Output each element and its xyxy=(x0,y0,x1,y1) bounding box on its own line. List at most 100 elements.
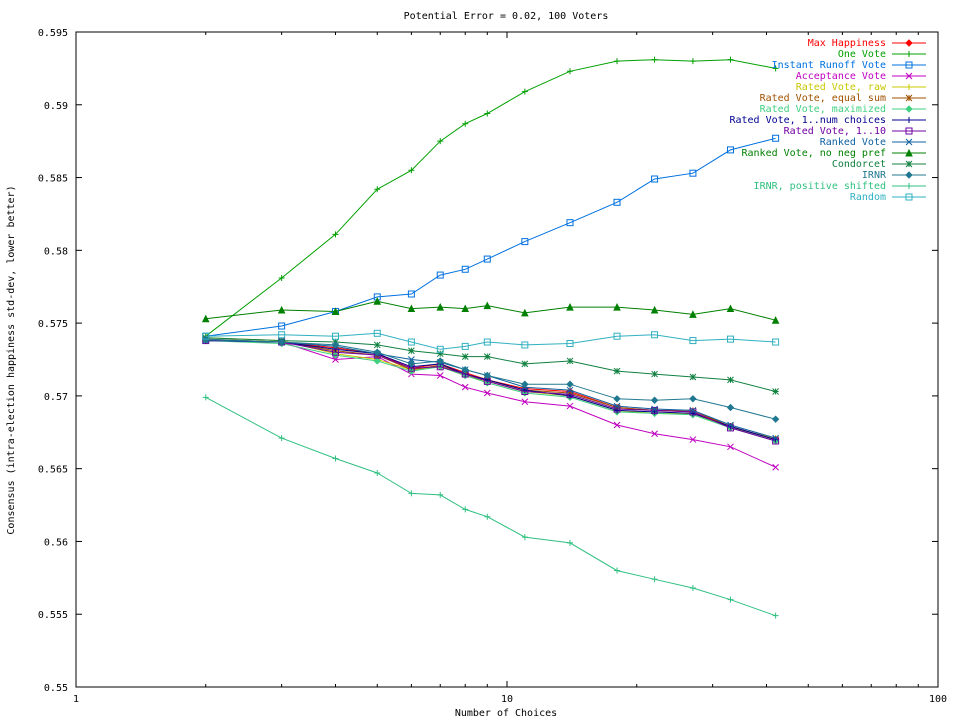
data-point xyxy=(461,353,469,360)
data-point xyxy=(436,302,445,311)
data-point xyxy=(202,332,210,340)
data-point xyxy=(566,302,574,311)
data-point xyxy=(408,167,415,174)
legend-item: IRNR, positive shifted xyxy=(754,181,926,192)
data-point xyxy=(278,274,285,281)
legend-marker xyxy=(905,39,913,47)
series-irnr-positive-shifted xyxy=(202,394,779,619)
legend-label: Max Happiness xyxy=(808,38,886,49)
data-point xyxy=(689,58,696,65)
data-point xyxy=(483,255,491,263)
x-tick-label: 1 xyxy=(73,694,79,705)
legend-item: IRNR xyxy=(862,170,926,181)
x-tick-label: 10 xyxy=(501,694,513,705)
series-rated-vote-1-num-choices xyxy=(202,337,779,443)
data-point xyxy=(483,389,491,397)
data-point xyxy=(331,332,339,340)
data-point xyxy=(772,388,779,395)
legend-item: Max Happiness xyxy=(808,38,926,49)
data-point xyxy=(650,396,659,404)
data-point xyxy=(408,490,415,497)
data-point xyxy=(462,506,469,513)
series-irnr xyxy=(202,335,780,423)
y-tick-label: 0.555 xyxy=(38,610,68,621)
data-point xyxy=(331,341,340,349)
legend-marker xyxy=(905,94,913,102)
data-point xyxy=(278,435,285,442)
data-point xyxy=(521,88,528,95)
series-ranked-vote xyxy=(202,337,779,442)
data-point xyxy=(614,567,621,574)
y-tick-label: 0.55 xyxy=(44,683,68,694)
legend-item: Condorcet xyxy=(832,159,926,170)
data-point xyxy=(277,305,286,314)
legend-label: IRNR, positive shifted xyxy=(754,181,886,192)
data-point xyxy=(521,534,528,541)
legend-item: Rated Vote, raw xyxy=(796,82,926,93)
legend-marker xyxy=(905,171,913,179)
data-point xyxy=(689,407,697,414)
x-axis-label: Number of Choices xyxy=(455,708,557,719)
series-random xyxy=(202,329,780,353)
data-point xyxy=(726,335,734,343)
legend-label: Rated Vote, maximized xyxy=(760,104,886,115)
data-point xyxy=(331,348,339,356)
series-rated-vote-1-10 xyxy=(202,337,780,445)
data-point xyxy=(373,357,381,365)
data-point xyxy=(521,238,529,246)
data-point xyxy=(278,331,286,339)
legend-item: One Vote xyxy=(838,49,926,60)
data-point xyxy=(689,373,697,381)
series-max-happiness xyxy=(202,336,780,444)
series-rated-vote-raw xyxy=(202,334,779,442)
data-point xyxy=(689,436,697,443)
legend-item: Rated Vote, maximized xyxy=(760,104,926,115)
series-line xyxy=(205,340,776,441)
data-point xyxy=(483,338,491,346)
data-point xyxy=(484,110,491,117)
data-point xyxy=(566,357,574,365)
series-line xyxy=(205,338,776,441)
x-tick-label: 100 xyxy=(929,694,947,705)
data-point xyxy=(483,371,491,380)
legend-marker xyxy=(905,148,913,157)
data-point xyxy=(772,434,779,442)
data-point xyxy=(407,290,415,298)
data-point xyxy=(689,169,697,177)
legend-marker xyxy=(905,61,913,69)
series-rated-vote-maximized xyxy=(202,336,780,445)
legend-item: Rated Vote, 1..num choices xyxy=(729,115,926,126)
data-point xyxy=(332,231,339,238)
data-point xyxy=(461,383,469,391)
legend-item: Acceptance Vote xyxy=(796,71,926,82)
data-point xyxy=(566,402,574,410)
data-point xyxy=(483,353,491,360)
legend-label: Ranked Vote, no neg pref xyxy=(742,148,887,159)
data-point xyxy=(462,120,469,127)
data-point xyxy=(614,58,621,65)
series-lines xyxy=(201,56,780,619)
legend-marker xyxy=(906,117,912,123)
y-tick-label: 0.58 xyxy=(44,246,68,257)
data-point xyxy=(651,331,659,339)
data-point xyxy=(437,491,444,498)
series-line xyxy=(205,137,776,337)
legend-item: Rated Vote, equal sum xyxy=(760,93,926,104)
legend-marker xyxy=(905,105,913,113)
data-point xyxy=(331,307,340,315)
legend-label: Acceptance Vote xyxy=(796,71,886,82)
legend-label: Rated Vote, 1..10 xyxy=(784,126,886,137)
data-point xyxy=(689,337,697,345)
series-line xyxy=(205,340,776,439)
legend-item: Instant Runoff Vote xyxy=(772,60,926,71)
y-tick-label: 0.57 xyxy=(44,392,68,403)
legend-marker xyxy=(905,72,913,80)
data-point xyxy=(566,390,574,398)
data-point xyxy=(407,304,416,313)
legend-marker xyxy=(906,84,912,90)
data-point xyxy=(613,198,621,206)
legend-marker xyxy=(906,51,912,57)
data-point xyxy=(461,342,469,350)
data-point xyxy=(650,305,659,314)
